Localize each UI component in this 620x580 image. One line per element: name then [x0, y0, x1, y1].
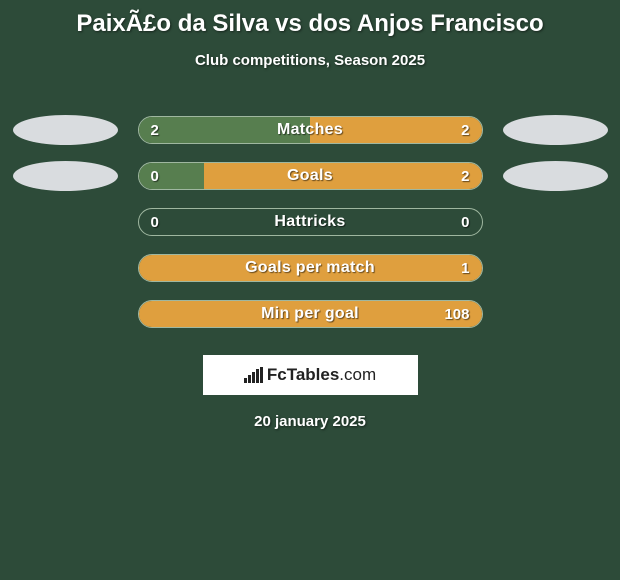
stat-bar: 1Goals per match [138, 254, 483, 282]
stat-row: 22Matches [0, 107, 620, 153]
stat-bar: 108Min per goal [138, 300, 483, 328]
stat-bar: 02Goals [138, 162, 483, 190]
logo-text: FcTables.com [267, 365, 376, 385]
ellipse-placeholder [13, 207, 118, 237]
stat-row: 02Goals [0, 153, 620, 199]
team-right-ellipse-icon [503, 161, 608, 191]
team-left-ellipse-icon [13, 115, 118, 145]
footer-date: 20 january 2025 [0, 413, 620, 430]
ellipse-placeholder [503, 299, 608, 329]
stat-label: Goals per match [139, 255, 482, 281]
logo-text-light: .com [339, 365, 376, 384]
logo-text-bold: FcTables [267, 365, 339, 384]
ellipse-placeholder [13, 253, 118, 283]
ellipse-placeholder [503, 253, 608, 283]
stat-row: 00Hattricks [0, 199, 620, 245]
stat-row: 108Min per goal [0, 291, 620, 337]
stat-bar: 22Matches [138, 116, 483, 144]
ellipse-placeholder [13, 299, 118, 329]
barchart-icon [244, 367, 263, 383]
page-title: PaixÃ£o da Silva vs dos Anjos Francisco [0, 0, 620, 38]
ellipse-placeholder [503, 207, 608, 237]
stat-label: Matches [139, 117, 482, 143]
stats-container: 22Matches 02Goals 00Hattricks 1Goals per ma… [0, 107, 620, 337]
logo-box: FcTables.com [203, 355, 418, 395]
stat-label: Min per goal [139, 301, 482, 327]
stat-bar: 00Hattricks [138, 208, 483, 236]
comparison-card: PaixÃ£o da Silva vs dos Anjos Francisco … [0, 0, 620, 580]
stat-label: Hattricks [139, 209, 482, 235]
stat-label: Goals [139, 163, 482, 189]
team-left-ellipse-icon [13, 161, 118, 191]
stat-row: 1Goals per match [0, 245, 620, 291]
page-subtitle: Club competitions, Season 2025 [0, 52, 620, 69]
team-right-ellipse-icon [503, 115, 608, 145]
